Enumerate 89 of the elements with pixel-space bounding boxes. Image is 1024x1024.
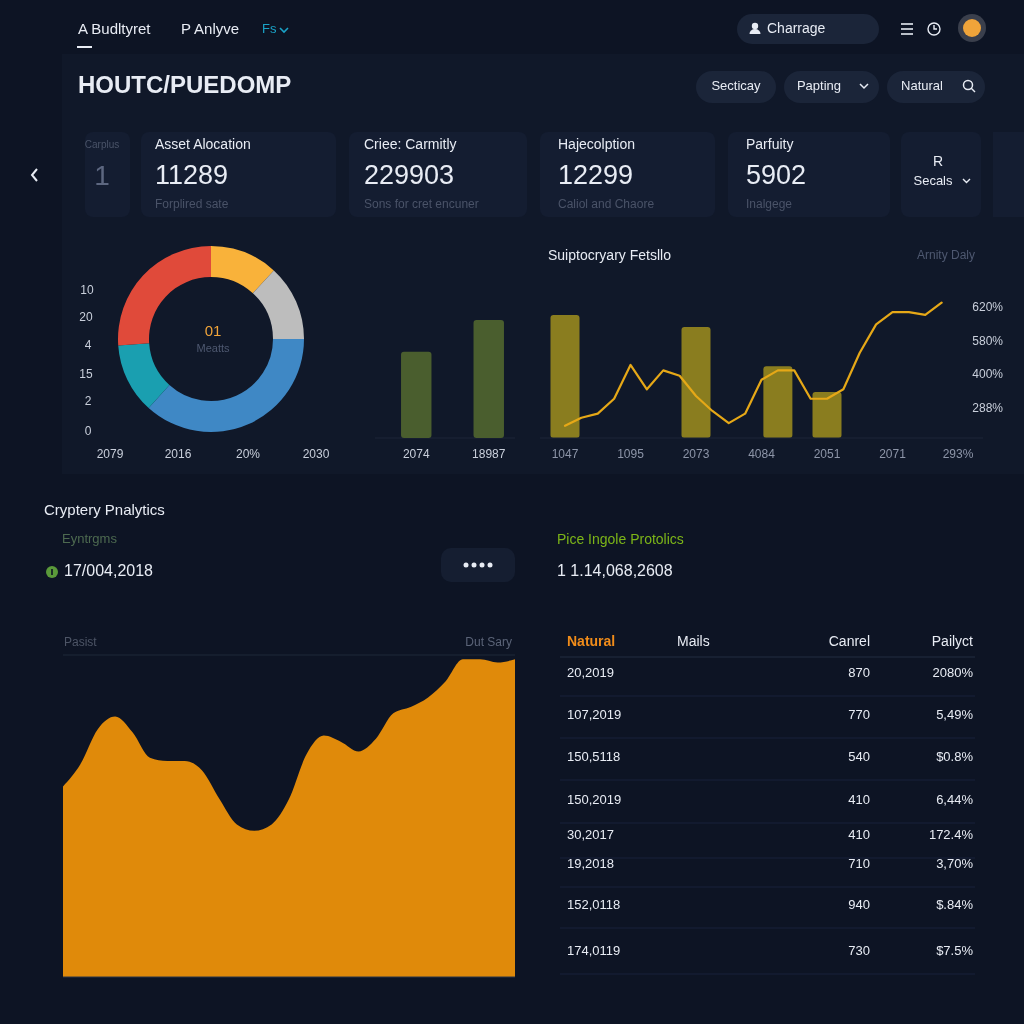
text: 5,49% (936, 707, 974, 723)
x-tick-label: 293% (942, 447, 974, 462)
text: Dut Sary (465, 635, 512, 650)
text: 1 1.14,068,2608 (557, 562, 673, 580)
text: 01 (204, 321, 222, 339)
x-tick-label: 2071 (879, 447, 907, 462)
bar (550, 314, 580, 438)
text: 20% (235, 447, 261, 462)
annotation: 620% (972, 300, 1004, 315)
text: 710 (848, 856, 870, 872)
text: 2080% (932, 665, 974, 681)
text: HOUTC/PUEDOMP (78, 71, 292, 99)
annotation: 580% (972, 334, 1004, 349)
text: P Anlyve (181, 19, 240, 37)
text: Fs (262, 21, 277, 37)
x-tick-label: 2051 (813, 447, 841, 462)
x-tick-label: 2074 (402, 447, 430, 462)
text: Asset Alocation (155, 135, 251, 152)
text: Secticay (711, 78, 762, 94)
x-tick-label: 2073 (682, 447, 710, 462)
text: Parfuity (746, 135, 794, 152)
text: 17/004,2018 (64, 562, 154, 580)
text: Canrel (828, 632, 870, 649)
text: 2016 (164, 447, 192, 462)
donut-slice (148, 339, 304, 432)
text: Papting (796, 78, 842, 94)
text: Secals (913, 173, 953, 189)
text: Arnity Daly (916, 248, 975, 263)
text: Pailyct (931, 632, 974, 649)
text: 150,5118 (567, 749, 621, 765)
text: 3,70% (936, 856, 974, 872)
text: 229903 (364, 160, 455, 191)
text: 2079 (96, 447, 124, 462)
text: Pice Ingole Protolics (557, 530, 684, 547)
text: 150,2019 (567, 792, 622, 808)
donut-slice (118, 343, 170, 408)
text: 12299 (558, 160, 634, 191)
text: R (932, 152, 944, 169)
x-tick-label: 18987 (472, 447, 506, 462)
text: 770 (848, 707, 870, 723)
donut-slice (252, 270, 304, 339)
text: Natural (567, 632, 616, 649)
text: 5902 (746, 160, 807, 191)
text: 30,2017 (567, 827, 614, 843)
bar (681, 327, 711, 438)
text: $7.5% (936, 943, 974, 959)
text: $0.8% (936, 749, 974, 765)
text: 940 (848, 897, 870, 913)
text: 730 (848, 943, 870, 959)
text: A Budltyret (78, 19, 152, 37)
text: Criee: Carmitly (364, 135, 457, 152)
text: 4 (84, 338, 92, 353)
annotation: 400% (972, 367, 1004, 382)
text: 20 (79, 310, 93, 325)
x-tick-label: 1047 (551, 447, 579, 462)
text: Hajecolption (558, 135, 636, 152)
text: $.84% (936, 897, 974, 913)
text: Mails (677, 632, 710, 649)
chart-title: Suiptocryary Fetsllo (548, 246, 672, 263)
text: Charrage (767, 19, 826, 36)
text: 6,44% (936, 792, 974, 808)
text: 20,2019 (567, 665, 614, 681)
text: 410 (848, 827, 870, 843)
bar (812, 392, 842, 438)
text: 19,2018 (567, 856, 614, 872)
text: Meatts (196, 341, 230, 354)
text: 870 (848, 665, 870, 681)
text: 107,2019 (567, 707, 622, 723)
text: 174,0119 (567, 943, 621, 959)
text: 1 (94, 160, 110, 192)
annotation: 288% (972, 401, 1004, 416)
x-tick-label: 1095 (617, 447, 645, 462)
text: 172.4% (928, 827, 974, 843)
text: 11289 (155, 160, 229, 191)
text: 15 (79, 367, 93, 382)
text: 2030 (302, 447, 330, 462)
text: 0 (84, 424, 92, 439)
text: 540 (848, 749, 870, 765)
text: Natural (901, 78, 944, 94)
chart-title: Cryptery Pnalytics (44, 500, 165, 518)
text: 2 (84, 394, 92, 409)
text: 152,0118 (567, 897, 621, 913)
bar (763, 366, 793, 438)
donut-slice (211, 246, 274, 294)
text: 410 (848, 792, 870, 808)
text: Pasist (64, 635, 98, 650)
text: Eyntrgms (62, 531, 118, 547)
text: 10 (80, 283, 94, 298)
x-tick-label: 4084 (748, 447, 776, 462)
